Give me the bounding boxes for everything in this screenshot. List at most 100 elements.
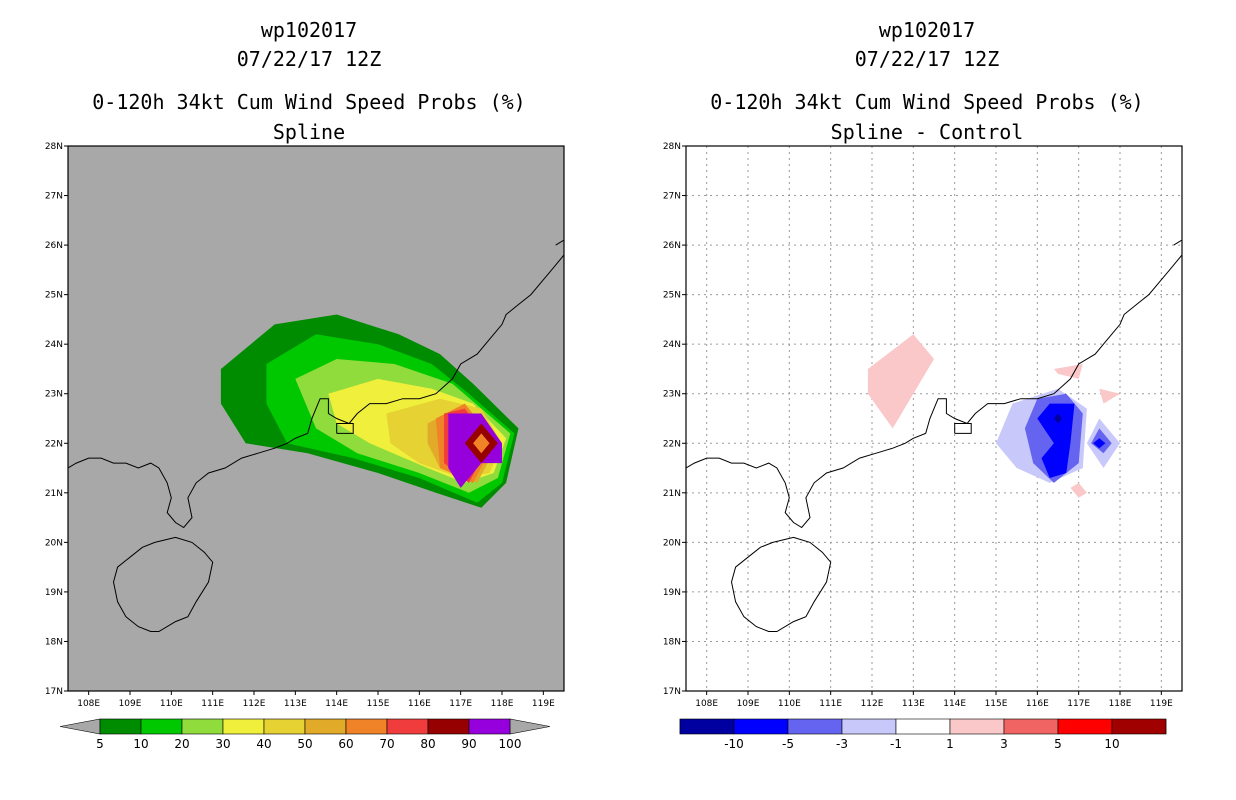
subtitle: Spline - Control [830,120,1024,144]
y-tick-label: 24N [45,340,63,350]
colorbar-under-triangle [59,718,101,735]
y-tick-label: 21N [45,489,63,499]
plot-area [686,146,1182,691]
y-tick-label: 20N [45,538,63,548]
y-tick-label: 25N [663,291,681,301]
x-tick-label: 118E [491,699,514,709]
y-tick-label: 21N [663,489,681,499]
x-tick-label: 114E [325,699,348,709]
y-tick-label: 26N [663,241,681,251]
y-tick-label: 18N [45,637,63,647]
y-tick-label: 17N [45,687,63,697]
product-title: 0-120h 34kt Cum Wind Speed Probs (%) [92,90,526,114]
colorbar-label: 30 [215,737,230,751]
coastline [1173,239,1182,246]
colorbar-swatch [181,718,224,735]
x-tick-label: 117E [1067,699,1090,709]
y-tick-label: 24N [663,340,681,350]
x-tick-label: 109E [737,699,760,709]
y-tick-label: 28N [45,142,63,152]
y-tick-label: 26N [45,241,63,251]
x-tick-label: 117E [449,699,472,709]
probability-map-chart: 17N 18N 19N 20N 21N 22N 23N 24N 25N 26N 27N 28N 108E… [45,142,565,751]
x-tick-label: 112E [243,699,266,709]
x-tick-label: 112E [861,699,884,709]
y-tick-label: 23N [45,390,63,400]
colorbar-label: 10 [1104,737,1119,751]
plot-area [68,239,564,632]
colorbar-label: 90 [461,737,476,751]
x-tick-label: 115E [985,699,1008,709]
colorbar-swatch [895,718,951,735]
contour-level-neg5 [1037,403,1075,478]
y-tick-label: 23N [663,390,681,400]
colorbar-swatch [679,718,735,735]
y-tick-label: 20N [663,538,681,548]
storm-id-title: wp102017 [878,18,976,42]
y-tick-label: 28N [663,142,681,152]
y-tick-label: 19N [663,588,681,598]
coastline [68,254,564,529]
contour-level-1 [1099,388,1120,404]
colorbar-swatch [99,718,142,735]
colorbar-label: 100 [499,737,522,751]
x-tick-label: 108E [77,699,100,709]
colorbar-over-triangle [509,718,551,735]
right-panel: wp102017 07/22/17 12Z 0-120h 34kt Cum Wi… [618,0,1236,800]
colorbar-label: 5 [96,737,104,751]
x-tick-label: 109E [119,699,142,709]
colorbar-label: 70 [379,737,394,751]
x-tick-label: 113E [902,699,925,709]
plot-frame [67,145,565,692]
x-tick-label: 116E [408,699,431,709]
colorbar-label: -3 [836,737,848,751]
colorbar-swatch [427,718,470,735]
x-tick-label: 111E [201,699,224,709]
x-tick-label: 108E [695,699,718,709]
colorbar-label: 10 [133,737,148,751]
subtitle: Spline [272,120,346,144]
x-tick-label: 119E [1150,699,1173,709]
colorbar-label: -5 [782,737,794,751]
contour-level-1 [1070,482,1087,498]
x-tick-label: 115E [367,699,390,709]
y-tick-label: 18N [663,637,681,647]
colorbar-swatch [949,718,1005,735]
colorbar-label: 40 [256,737,271,751]
colorbar-label: 3 [1000,737,1008,751]
colorbar-swatch [733,718,789,735]
colorbar-label: -1 [890,737,902,751]
colorbar-swatch [1111,718,1167,735]
plot-frame [685,145,1183,692]
datetime-title: 07/22/17 12Z [236,47,382,71]
coastline [954,423,972,434]
coastline [730,536,832,632]
y-tick-label: 27N [45,192,63,202]
coastline [555,239,564,246]
y-tick-label: 22N [663,439,681,449]
colorbar-swatch [841,718,897,735]
x-tick-label: 113E [284,699,307,709]
y-tick-label: 27N [663,192,681,202]
contour-level-1 [1053,364,1083,379]
colorbar-label: 80 [420,737,435,751]
y-tick-label: 25N [45,291,63,301]
colorbar-swatch [140,718,183,735]
x-tick-label: 118E [1109,699,1132,709]
contour-level-1 [867,334,934,429]
colorbar-swatch [468,718,511,735]
colorbar-swatch [304,718,347,735]
colorbar-swatch [787,718,843,735]
colorbar-swatch [1003,718,1059,735]
coastline [336,423,354,434]
x-tick-label: 114E [943,699,966,709]
colorbar-label: 60 [338,737,353,751]
contour-level-60 [473,433,490,454]
x-tick-label: 116E [1026,699,1049,709]
colorbar-swatch [386,718,429,735]
datetime-title: 07/22/17 12Z [854,47,1000,71]
colorbar-swatch [263,718,306,735]
colorbar-label: 1 [946,737,954,751]
colorbar-swatch [345,718,388,735]
x-tick-label: 110E [160,699,183,709]
